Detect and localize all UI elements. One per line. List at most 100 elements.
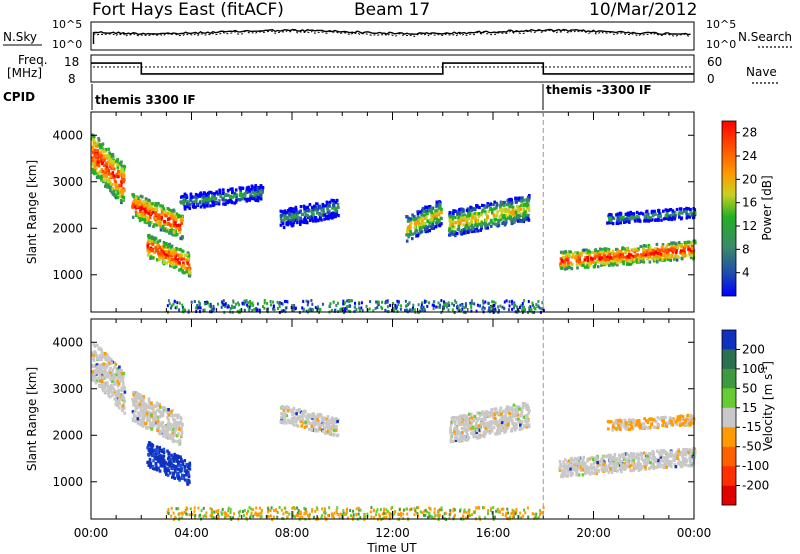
data-cell <box>334 417 338 421</box>
data-cell <box>131 400 135 404</box>
data-cell <box>526 203 530 207</box>
data-cell <box>296 424 300 428</box>
data-cell <box>509 218 513 222</box>
data-cell <box>254 184 257 188</box>
data-cell <box>659 465 662 469</box>
data-cell <box>292 207 295 211</box>
data-cell <box>318 217 322 221</box>
data-cell <box>595 260 599 264</box>
data-cell <box>136 400 139 404</box>
data-cell <box>175 212 179 216</box>
data-cell <box>173 251 176 255</box>
data-cell <box>493 304 496 307</box>
data-cell <box>93 143 96 147</box>
data-cell <box>667 253 670 257</box>
data-cell <box>140 418 144 422</box>
data-cell <box>457 213 461 217</box>
data-cell <box>665 245 668 249</box>
data-cell <box>512 403 516 407</box>
data-cell <box>342 302 345 306</box>
data-cell <box>451 222 455 226</box>
data-cell <box>294 218 298 222</box>
data-cell <box>157 408 161 412</box>
data-cell <box>154 462 158 466</box>
data-cell <box>567 261 570 265</box>
data-cell <box>610 458 614 462</box>
data-cell <box>175 472 179 476</box>
data-cell <box>330 424 334 428</box>
data-cell <box>474 215 477 219</box>
data-cell <box>635 210 639 214</box>
data-cell <box>170 304 173 308</box>
data-cell <box>170 263 174 267</box>
data-cell <box>670 245 674 249</box>
data-cell <box>149 406 152 410</box>
data-cell <box>218 191 221 195</box>
data-cell <box>514 213 517 217</box>
data-cell <box>104 167 108 171</box>
data-cell <box>680 257 684 261</box>
data-cell <box>678 215 681 219</box>
data-cell <box>255 193 259 197</box>
data-cell <box>285 414 289 418</box>
data-cell <box>416 211 420 215</box>
data-cell <box>624 212 628 216</box>
data-cell <box>413 231 417 235</box>
data-cell <box>94 153 98 157</box>
data-cell <box>622 262 625 266</box>
data-cell <box>167 408 170 412</box>
data-cell <box>150 446 154 450</box>
data-cell <box>117 382 121 386</box>
data-cell <box>123 165 127 169</box>
data-cell <box>123 189 126 193</box>
data-cell <box>156 240 159 244</box>
data-cell <box>272 300 275 304</box>
data-cell <box>660 218 663 222</box>
data-cell <box>166 227 169 232</box>
data-cell <box>413 215 416 219</box>
data-cell <box>420 226 423 230</box>
data-cell <box>208 190 211 194</box>
data-cell <box>168 228 172 233</box>
data-cell <box>143 409 147 413</box>
data-cell <box>476 428 479 433</box>
data-cell <box>185 473 188 477</box>
data-cell <box>492 207 496 211</box>
data-cell <box>325 203 329 207</box>
data-cell <box>156 258 159 262</box>
data-cell <box>104 171 107 175</box>
data-cell <box>508 411 511 416</box>
data-cell <box>150 235 154 239</box>
data-cell <box>289 206 293 211</box>
data-cell <box>120 160 123 164</box>
data-cell <box>195 202 199 206</box>
data-cell <box>163 465 166 469</box>
data-cell <box>406 219 410 223</box>
data-cell <box>301 415 304 419</box>
range-tick-label: 3000 <box>52 175 83 189</box>
data-cell <box>188 463 192 467</box>
data-cell <box>158 403 161 407</box>
data-cell <box>259 188 262 193</box>
data-cell <box>178 260 181 264</box>
data-cell <box>453 422 457 426</box>
data-cell <box>454 234 457 238</box>
data-cell <box>334 212 338 216</box>
data-cell <box>166 416 169 420</box>
data-cell <box>632 452 636 456</box>
data-cell <box>178 223 181 227</box>
data-cell <box>208 197 211 201</box>
data-cell <box>650 211 654 215</box>
data-cell <box>299 218 303 222</box>
data-cell <box>280 309 283 313</box>
data-cell <box>102 362 106 366</box>
colorbar-tick-label: 28 <box>742 126 757 140</box>
data-cell <box>610 219 613 223</box>
data-cell <box>292 307 295 310</box>
data-cell <box>293 211 296 215</box>
data-cell <box>299 222 302 226</box>
data-cell <box>527 405 530 409</box>
data-cell <box>116 400 120 404</box>
data-cell <box>178 308 181 312</box>
data-cell <box>235 302 237 306</box>
